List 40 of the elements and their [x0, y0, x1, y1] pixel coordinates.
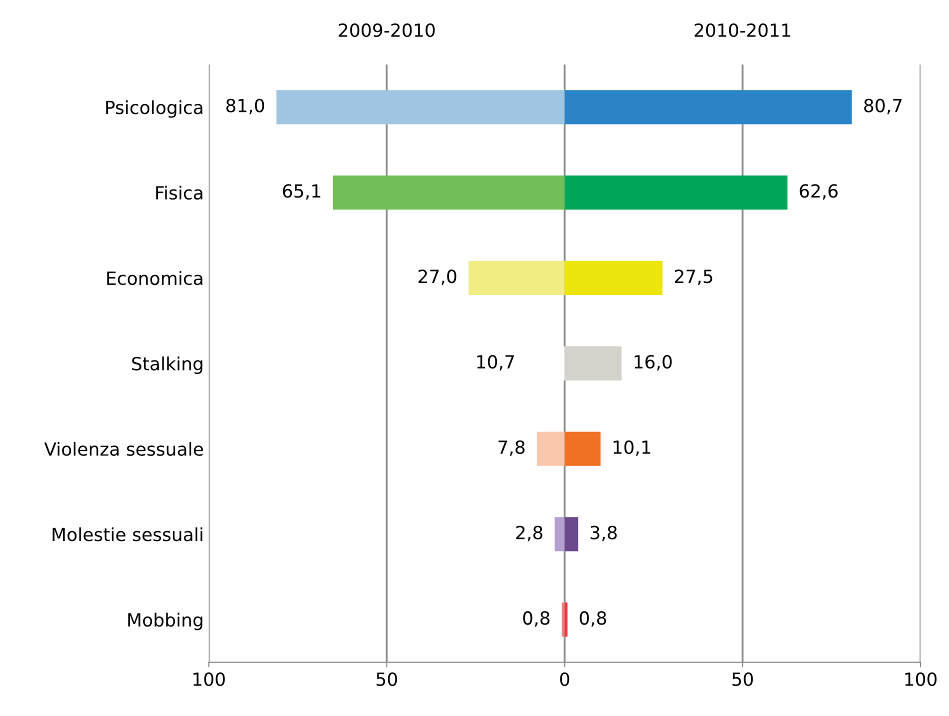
bar: [564, 432, 601, 466]
data-label: 27,5: [674, 270, 712, 286]
data-label: 81,0: [226, 98, 264, 114]
x-tick-label: 0: [560, 672, 570, 686]
data-label: 27,0: [418, 270, 456, 286]
text: 2010-2011: [694, 23, 790, 38]
bar: [276, 90, 565, 124]
data-label: 16,0: [634, 354, 672, 370]
data-label: 3,8: [590, 526, 617, 542]
y-tick-label: Fisica: [156, 186, 202, 200]
bar: [554, 517, 565, 552]
bar: [564, 90, 852, 124]
y-tick-label: Molestie sessuali: [52, 527, 202, 542]
data-label: 0,8: [580, 611, 606, 627]
data-label: 80,7: [864, 98, 902, 114]
data-label: 10,7: [477, 354, 514, 370]
y-tick-label: Psicologica: [106, 100, 202, 118]
y-tick-label: Stalking: [132, 356, 202, 374]
data-label: 65,1: [282, 184, 320, 200]
data-label: 2,8: [516, 526, 542, 542]
x-tick-label: 100: [905, 672, 937, 686]
data-label: 10,1: [614, 440, 650, 456]
y-tick-label: Mobbing: [128, 612, 202, 630]
x-tick-label: 100: [194, 672, 225, 686]
bar: [468, 260, 565, 296]
data-label: 7,8: [498, 440, 525, 456]
x-tick-label: 50: [376, 672, 398, 686]
data-label: 62,6: [800, 184, 838, 200]
bar: [564, 517, 578, 552]
text: 2009-2010: [338, 23, 435, 38]
y-tick-label: Violenza sessuale: [44, 442, 203, 456]
bar: [564, 260, 663, 296]
bar: [564, 175, 788, 210]
bar: [564, 346, 622, 380]
x-tick-label: 50: [732, 672, 753, 686]
y-tick-label: Economica: [107, 271, 202, 286]
bar: [536, 432, 565, 466]
bar: [332, 175, 565, 210]
data-label: 0,8: [523, 611, 550, 627]
bar: [564, 602, 568, 637]
